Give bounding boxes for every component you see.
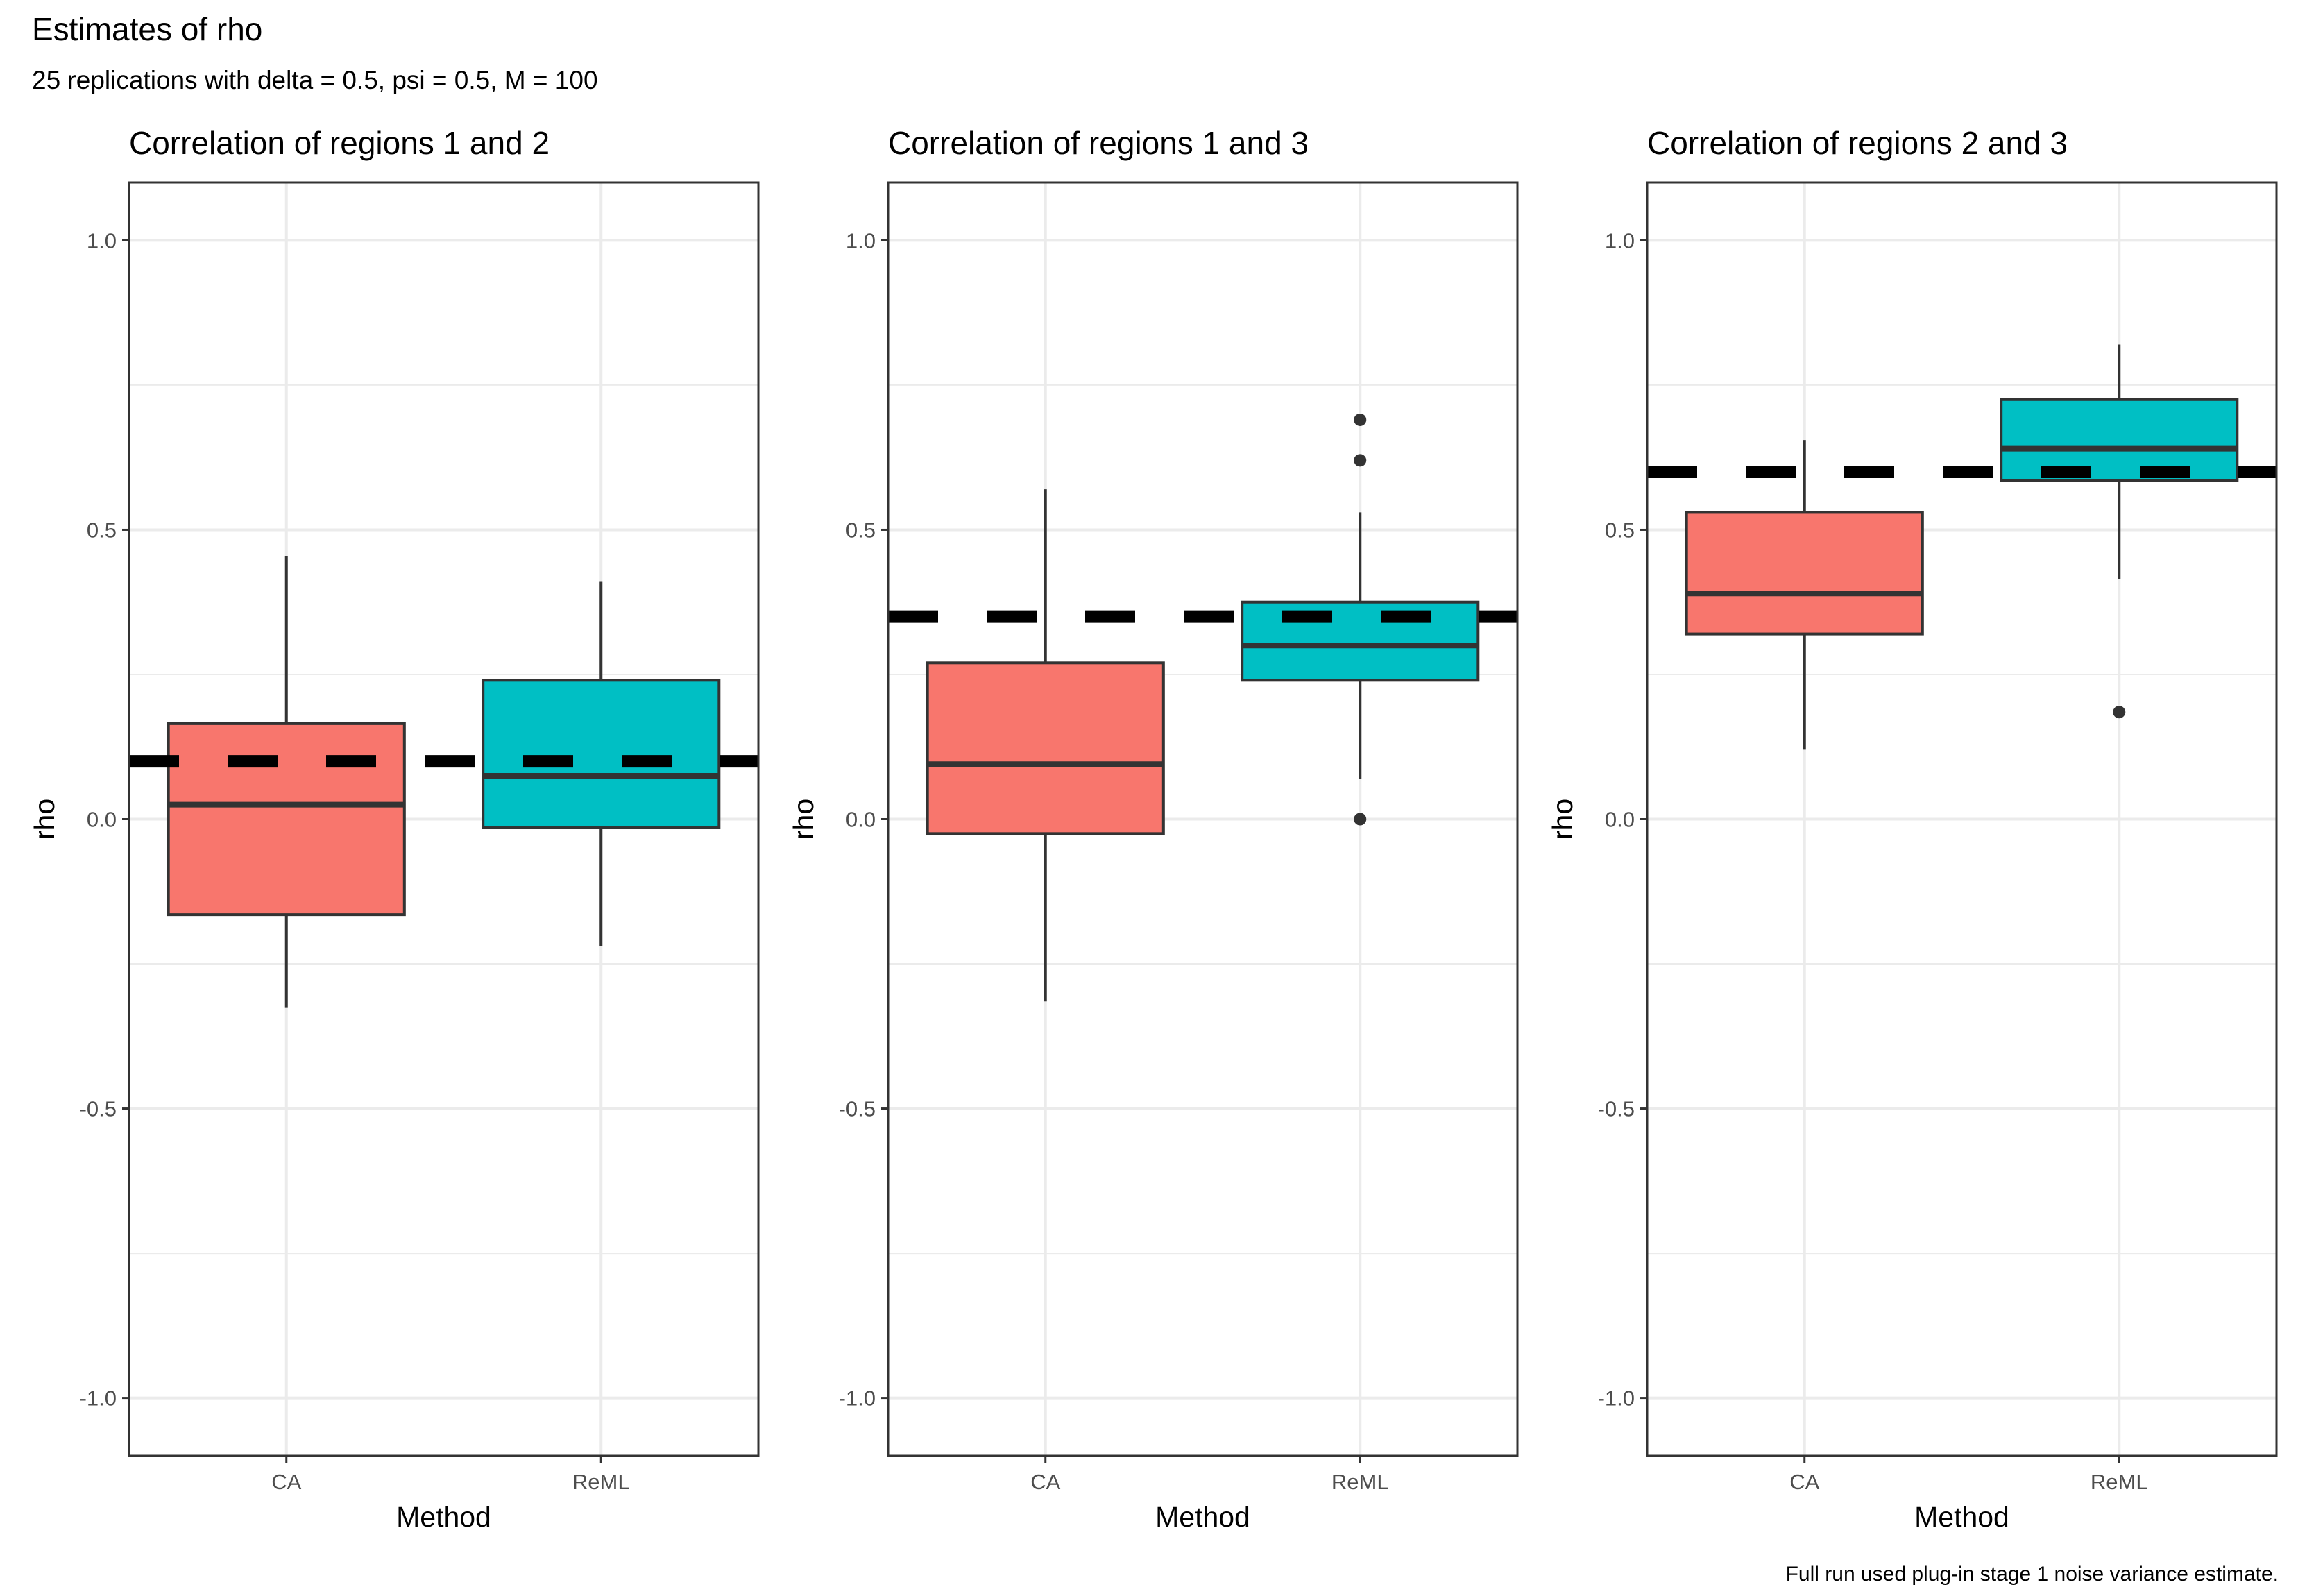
panel-title: Correlation of regions 1 and 3 bbox=[888, 125, 1309, 161]
x-tick-label-CA: CA bbox=[1789, 1470, 1819, 1494]
box-CA bbox=[926, 661, 1165, 835]
box-ReML bbox=[1241, 600, 1480, 682]
outlier-point bbox=[2113, 706, 2126, 719]
y-tick-label: 0.0 bbox=[87, 808, 117, 832]
y-tick-label: -0.5 bbox=[1598, 1097, 1635, 1121]
chart-panels: Correlation of regions 1 and 2 -1.0 -0.5 0.… bbox=[28, 125, 2278, 1533]
panel-1: Correlation of regions 1 and 2 -1.0 -0.5 0.… bbox=[28, 125, 760, 1533]
y-tick-label: -0.5 bbox=[80, 1097, 117, 1121]
y-tick-label: -0.5 bbox=[839, 1097, 876, 1121]
panel-2: Correlation of regions 1 and 3 -1.0 -0.5 0.… bbox=[788, 125, 1519, 1533]
x-axis-label: Method bbox=[1914, 1501, 2009, 1533]
y-tick-label: -1.0 bbox=[1598, 1386, 1635, 1411]
y-tick-label: 0.5 bbox=[846, 518, 876, 542]
figure-title: Estimates of rho bbox=[32, 11, 262, 47]
box-CA bbox=[1685, 511, 1924, 636]
x-tick-label-ReML: ReML bbox=[1331, 1470, 1389, 1494]
x-tick-label-ReML: ReML bbox=[2091, 1470, 2148, 1494]
y-tick-label: 1.0 bbox=[87, 228, 117, 253]
y-axis-label: rho bbox=[1547, 799, 1578, 840]
x-axis-label: Method bbox=[396, 1501, 491, 1533]
x-tick-label-CA: CA bbox=[271, 1470, 301, 1494]
outlier-point bbox=[1354, 454, 1367, 467]
box-ReML bbox=[2000, 398, 2239, 482]
y-axis-label: rho bbox=[788, 799, 819, 840]
x-tick-label-CA: CA bbox=[1030, 1470, 1060, 1494]
box-CA bbox=[167, 722, 406, 917]
outlier-point bbox=[1354, 813, 1367, 826]
y-tick-label: 0.0 bbox=[1605, 808, 1635, 832]
panel-title: Correlation of regions 2 and 3 bbox=[1647, 125, 2068, 161]
x-axis-label: Method bbox=[1155, 1501, 1250, 1533]
y-tick-label: 1.0 bbox=[1605, 228, 1635, 253]
y-axis-label: rho bbox=[28, 799, 60, 840]
figure-subtitle: 25 replications with delta = 0.5, psi = … bbox=[32, 66, 598, 94]
y-tick-label: -1.0 bbox=[80, 1386, 117, 1411]
y-tick-label: 0.5 bbox=[1605, 518, 1635, 542]
y-tick-label: -1.0 bbox=[839, 1386, 876, 1411]
x-tick-label-ReML: ReML bbox=[572, 1470, 630, 1494]
panel-3: Correlation of regions 2 and 3 -1.0 -0.5 0.… bbox=[1547, 125, 2278, 1533]
y-tick-label: 1.0 bbox=[846, 228, 876, 253]
panel-title: Correlation of regions 1 and 2 bbox=[129, 125, 550, 161]
figure-caption: Full run used plug-in stage 1 noise vari… bbox=[1786, 1563, 2279, 1586]
box-ReML bbox=[482, 679, 721, 830]
outlier-point bbox=[1354, 413, 1367, 426]
y-tick-label: 0.0 bbox=[846, 808, 876, 832]
y-tick-label: 0.5 bbox=[87, 518, 117, 542]
